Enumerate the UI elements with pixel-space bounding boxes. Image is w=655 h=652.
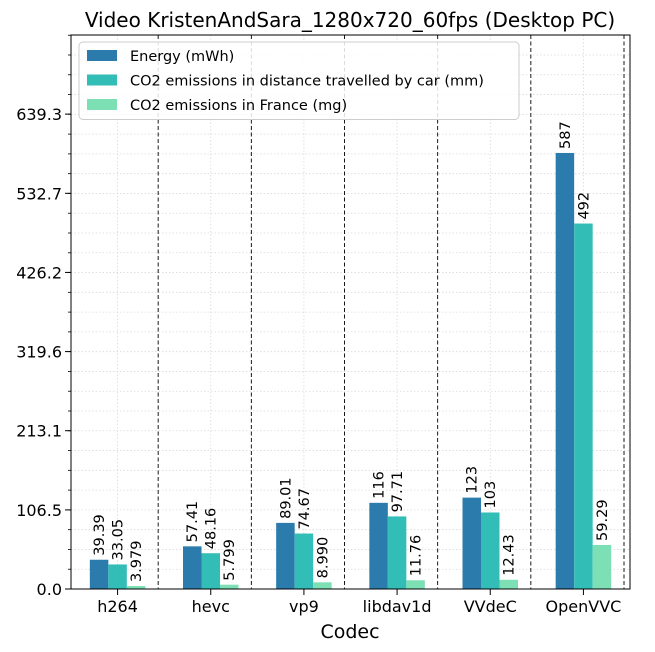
x-tick-label: OpenVVC <box>546 597 622 616</box>
x-tick-label: vp9 <box>289 597 319 616</box>
bar-value-label: 89.01 <box>278 477 294 519</box>
x-tick-label: h264 <box>97 597 138 616</box>
bar-vp9-series-1 <box>276 522 295 589</box>
bar-value-label: 59.29 <box>595 499 611 541</box>
bar-vp9-series-2 <box>294 533 314 589</box>
chart-title: Video KristenAndSara_1280x720_60fps (Des… <box>85 8 615 32</box>
bar-OpenVVC-series-3 <box>592 544 612 589</box>
y-tick-label: 639.3 <box>16 105 62 124</box>
bar-h264-series-3 <box>126 586 146 589</box>
bar-h264-series-2 <box>108 564 127 589</box>
legend-label: CO2 emissions in distance travelled by c… <box>130 74 484 90</box>
legend-swatch <box>87 50 117 61</box>
bar-value-label: 12.43 <box>502 534 518 576</box>
bar-value-label: 3.979 <box>129 541 145 583</box>
bar-value-label: 33.05 <box>111 519 127 561</box>
bar-value-label: 5.799 <box>222 539 238 581</box>
bar-value-label: 103 <box>483 481 499 509</box>
bar-VVdeC-series-2 <box>481 512 500 589</box>
bar-value-label: 116 <box>372 471 388 499</box>
bar-VVdeC-series-3 <box>499 579 518 589</box>
bar-value-label: 123 <box>465 466 481 494</box>
y-tick-label: 532.7 <box>16 184 62 203</box>
legend-label: CO2 emissions in France (mg) <box>130 98 347 114</box>
legend-box <box>78 41 520 120</box>
y-axis: 0.0 106.5 213.1 319.6 426.2 532.7 639.3 <box>16 34 71 599</box>
bar-libdav1d-series-1 <box>369 502 388 589</box>
group-separators <box>157 35 625 589</box>
bar-OpenVVC-series-2 <box>574 223 593 589</box>
bars <box>89 152 612 589</box>
x-tick-label: libdav1d <box>363 597 432 616</box>
bar-hevc-series-3 <box>220 584 239 589</box>
bar-value-label: 492 <box>576 192 592 220</box>
bar-OpenVVC-series-1 <box>555 152 575 589</box>
legend: Energy (mWh) CO2 emissions in distance tr… <box>78 41 520 120</box>
bar-VVdeC-series-1 <box>462 497 481 589</box>
bar-value-label: 48.16 <box>204 508 220 550</box>
legend-swatch <box>87 74 117 86</box>
bar-value-label: 39.39 <box>92 514 108 556</box>
bar-hevc-series-2 <box>201 553 220 589</box>
x-tick-label: VVdeC <box>464 597 517 616</box>
x-axis: h264 hevc vp9 libdav1d VVdeC OpenVVC <box>97 589 621 616</box>
bar-value-label: 97.71 <box>390 471 406 513</box>
bar-libdav1d-series-2 <box>387 516 407 589</box>
y-tick-label: 426.2 <box>16 263 62 282</box>
bar-hevc-series-1 <box>183 546 202 589</box>
y-tick-label: 213.1 <box>16 422 62 441</box>
legend-label: Energy (mWh) <box>130 49 234 65</box>
bar-value-label: 587 <box>558 121 574 149</box>
bar-value-label: 74.67 <box>297 488 313 530</box>
legend-swatch <box>87 99 117 110</box>
bar-value-label: 57.41 <box>185 501 201 543</box>
x-tick-label: hevc <box>192 597 230 616</box>
bar-libdav1d-series-3 <box>406 580 425 589</box>
y-tick-label: 319.6 <box>16 343 62 362</box>
bar-value-label: 11.76 <box>409 535 425 577</box>
y-tick-label: 106.5 <box>16 501 62 520</box>
bar-value-label: 8.990 <box>315 537 331 579</box>
bar-value-labels: 39.39 33.053.979 57.41 48.165.799 89.01 74.67… <box>92 121 611 582</box>
y-tick-label: 0.0 <box>37 580 62 599</box>
bar-vp9-series-3 <box>313 582 332 589</box>
bar-h264-series-1 <box>89 559 109 589</box>
x-axis-label: Codec <box>320 621 379 643</box>
